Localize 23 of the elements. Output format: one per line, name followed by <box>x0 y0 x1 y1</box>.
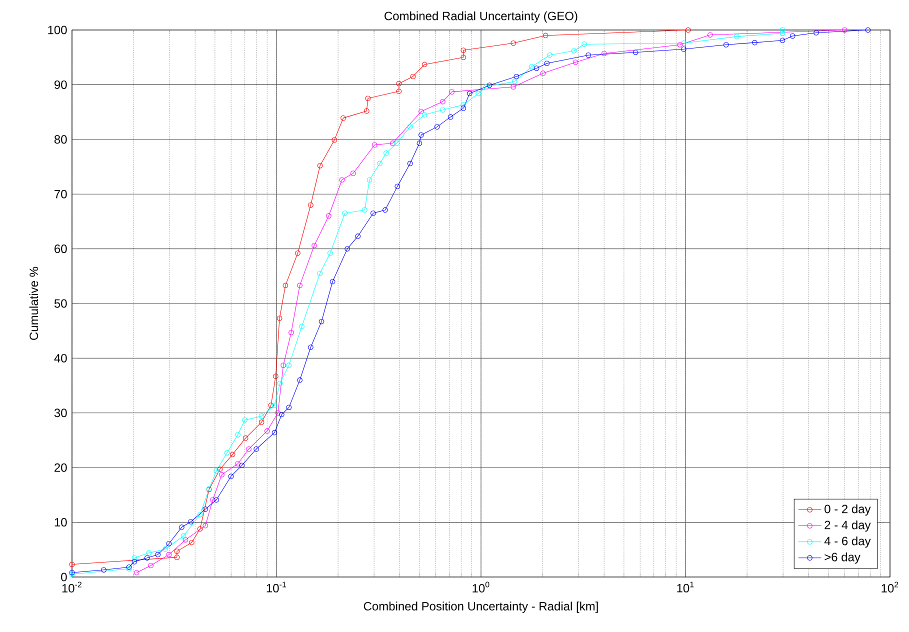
y-tick-label: 50 <box>54 299 67 308</box>
y-tick-label: 40 <box>54 354 67 362</box>
x-tick-label: 10$^{-1}$ <box>266 582 286 592</box>
legend-label: 0 - 2 day <box>824 504 871 516</box>
x-axis-title: Combined Position Uncertainty - Radial [km] <box>364 602 598 613</box>
y-tick-label: 10 <box>54 518 67 527</box>
y-tick-label: 70 <box>54 190 67 198</box>
y-tick-label: 60 <box>54 244 67 254</box>
x-tick-label: 10$^{-2}$ <box>62 582 82 593</box>
y-tick-label: 30 <box>54 408 67 418</box>
x-tick-label: 10$^{2}$ <box>882 582 898 593</box>
legend-label: 2 - 4 day <box>824 520 871 532</box>
y-tick-label: 100 <box>48 26 67 34</box>
x-tick-label: 10$^{1}$ <box>677 582 694 592</box>
legend-label: >6 day <box>824 552 860 564</box>
legend-label: 4 - 6 day <box>824 536 871 548</box>
y-tick-label: 90 <box>54 80 67 89</box>
chart-title: Combined Radial Uncertainty (GEO) <box>384 11 578 23</box>
y-tick-label: 0 <box>61 572 67 582</box>
x-tick-label: 10$^{0}$ <box>472 582 490 593</box>
y-tick-label: 20 <box>54 463 67 472</box>
y-tick-label: 80 <box>54 135 67 144</box>
y-axis-title: Cumulative % <box>29 266 38 340</box>
